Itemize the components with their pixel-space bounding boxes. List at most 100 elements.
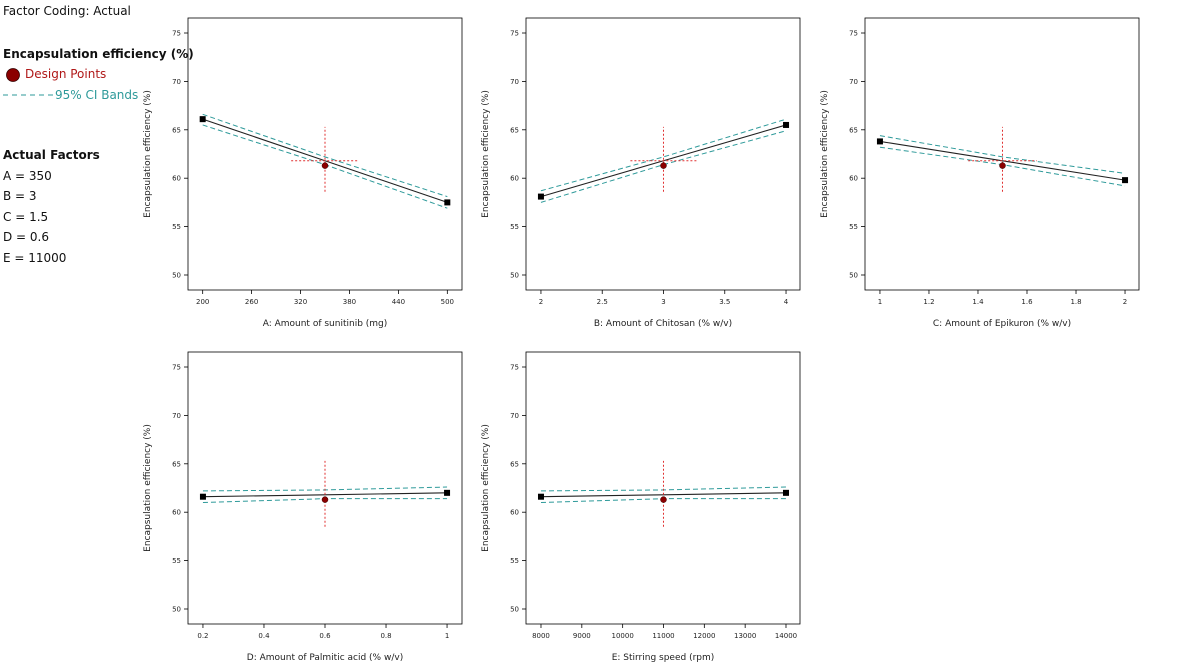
y-tick-label: 65 (510, 460, 519, 468)
x-tick-label: 2 (1123, 298, 1127, 306)
prediction-line (202, 118, 448, 203)
ci-band (202, 498, 448, 504)
legend-label: 95% CI Bands (55, 87, 139, 102)
y-tick-label: 50 (510, 271, 519, 279)
factor: B = 3 (3, 189, 37, 203)
x-tick-label: 14000 (775, 632, 797, 640)
prediction-line (540, 124, 787, 198)
y-tick-label: 70 (510, 412, 519, 420)
x-tick-label: 0.8 (380, 632, 391, 640)
ci-band (879, 135, 1126, 174)
spacer (3, 107, 194, 147)
ci-band (202, 113, 448, 198)
y-tick-label: 60 (510, 175, 519, 183)
x-tick-label: 0.4 (258, 632, 270, 640)
factor: D = 0.6 (3, 230, 50, 244)
plot-frame (525, 351, 801, 625)
ci-band (879, 146, 1126, 187)
x-tick-label: 3 (661, 298, 665, 306)
y-tick-label: 75 (510, 364, 519, 372)
end-point (876, 138, 883, 145)
x-tick-label: 260 (245, 298, 258, 306)
x-tick-label: 1.2 (923, 298, 934, 306)
y-tick-label: 65 (510, 126, 519, 134)
x-axis-label: A: Amount of sunitinib (mg) (263, 319, 388, 329)
y-axis-label: Encapsulation efficiency (%) (143, 424, 153, 552)
y-tick-label: 65 (849, 126, 858, 134)
x-tick-label: 1.4 (972, 298, 984, 306)
x-tick-label: 12000 (693, 632, 715, 640)
x-axis-label: D: Amount of Palmitic acid (% w/v) (247, 653, 403, 663)
sidebar: Factor Coding: Actual Encapsulation effi… (3, 3, 194, 270)
legend-label: Design Points (25, 67, 107, 81)
design-point (660, 162, 667, 169)
end-point (783, 121, 790, 128)
legend-symbol (3, 94, 53, 96)
factor: A = 350 (3, 168, 52, 183)
end-point (199, 116, 206, 123)
y-tick-label: 50 (510, 605, 519, 613)
end-point (537, 493, 544, 500)
x-tick-label: 2.5 (597, 298, 608, 306)
x-tick-label: 13000 (734, 632, 756, 640)
y-tick-label: 55 (510, 557, 519, 565)
factor: C = 1.5 (3, 209, 49, 224)
plot-frame (864, 17, 1140, 291)
prediction-line (879, 140, 1126, 181)
spacer (3, 24, 194, 46)
y-tick-label: 70 (510, 78, 519, 86)
y-tick-label: 75 (172, 364, 181, 372)
y-tick-label: 70 (849, 78, 858, 86)
ci-band (540, 498, 786, 504)
prediction-line (202, 492, 448, 498)
y-tick-label: 50 (172, 271, 181, 279)
x-tick-label: 440 (392, 298, 405, 306)
end-point (537, 193, 544, 200)
y-tick-label: 75 (510, 30, 519, 38)
x-tick-label: 0.2 (197, 632, 208, 640)
y-axis-label: Encapsulation efficiency (%) (481, 424, 491, 552)
plot-frame (187, 351, 463, 625)
x-tick-label: 320 (294, 298, 307, 306)
x-tick-label: 380 (343, 298, 356, 306)
x-tick-label: 4 (784, 298, 789, 306)
x-tick-label: 2 (539, 298, 543, 306)
y-tick-label: 55 (849, 223, 858, 231)
y-tick-label: 60 (510, 509, 519, 517)
design-point (999, 162, 1006, 169)
x-axis-label: B: Amount of Chitosan (% w/v) (594, 319, 732, 329)
x-tick-label: 1 (878, 298, 882, 306)
y-tick-label: 55 (510, 223, 519, 231)
x-tick-label: 10000 (612, 632, 634, 640)
y-tick-label: 70 (172, 412, 181, 420)
x-tick-label: 1.8 (1070, 298, 1081, 306)
plot-frame (525, 17, 801, 291)
end-point (444, 489, 451, 496)
ci-band (540, 486, 787, 492)
ci-band (540, 118, 787, 192)
x-tick-label: 3.5 (719, 298, 730, 306)
legend-entry: 95% CI Bands (3, 87, 194, 108)
y-tick-label: 50 (172, 605, 181, 613)
design-point (321, 162, 329, 169)
factors-title: Actual Factors (3, 148, 100, 162)
coding: Factor Coding: Actual (3, 4, 131, 18)
end-point (199, 493, 206, 500)
response: Encapsulation efficiency (%) (3, 46, 194, 61)
x-axis-label: E: Stirring speed (rpm) (612, 653, 715, 663)
y-axis-label: Encapsulation efficiency (%) (820, 90, 830, 218)
y-tick-label: 55 (172, 557, 181, 565)
x-tick-label: 1 (445, 632, 449, 640)
ci-band (540, 130, 787, 203)
end-point (444, 199, 451, 206)
y-tick-label: 60 (172, 509, 181, 517)
x-tick-label: 1.6 (1021, 298, 1033, 306)
design-point (321, 496, 329, 503)
legend-entry: Design Points (3, 66, 194, 87)
plot-frame (187, 17, 463, 291)
y-axis-label: Encapsulation efficiency (%) (481, 90, 491, 218)
y-tick-label: 65 (172, 460, 181, 468)
factor: E = 11000 (3, 250, 67, 265)
prediction-line (540, 492, 787, 498)
